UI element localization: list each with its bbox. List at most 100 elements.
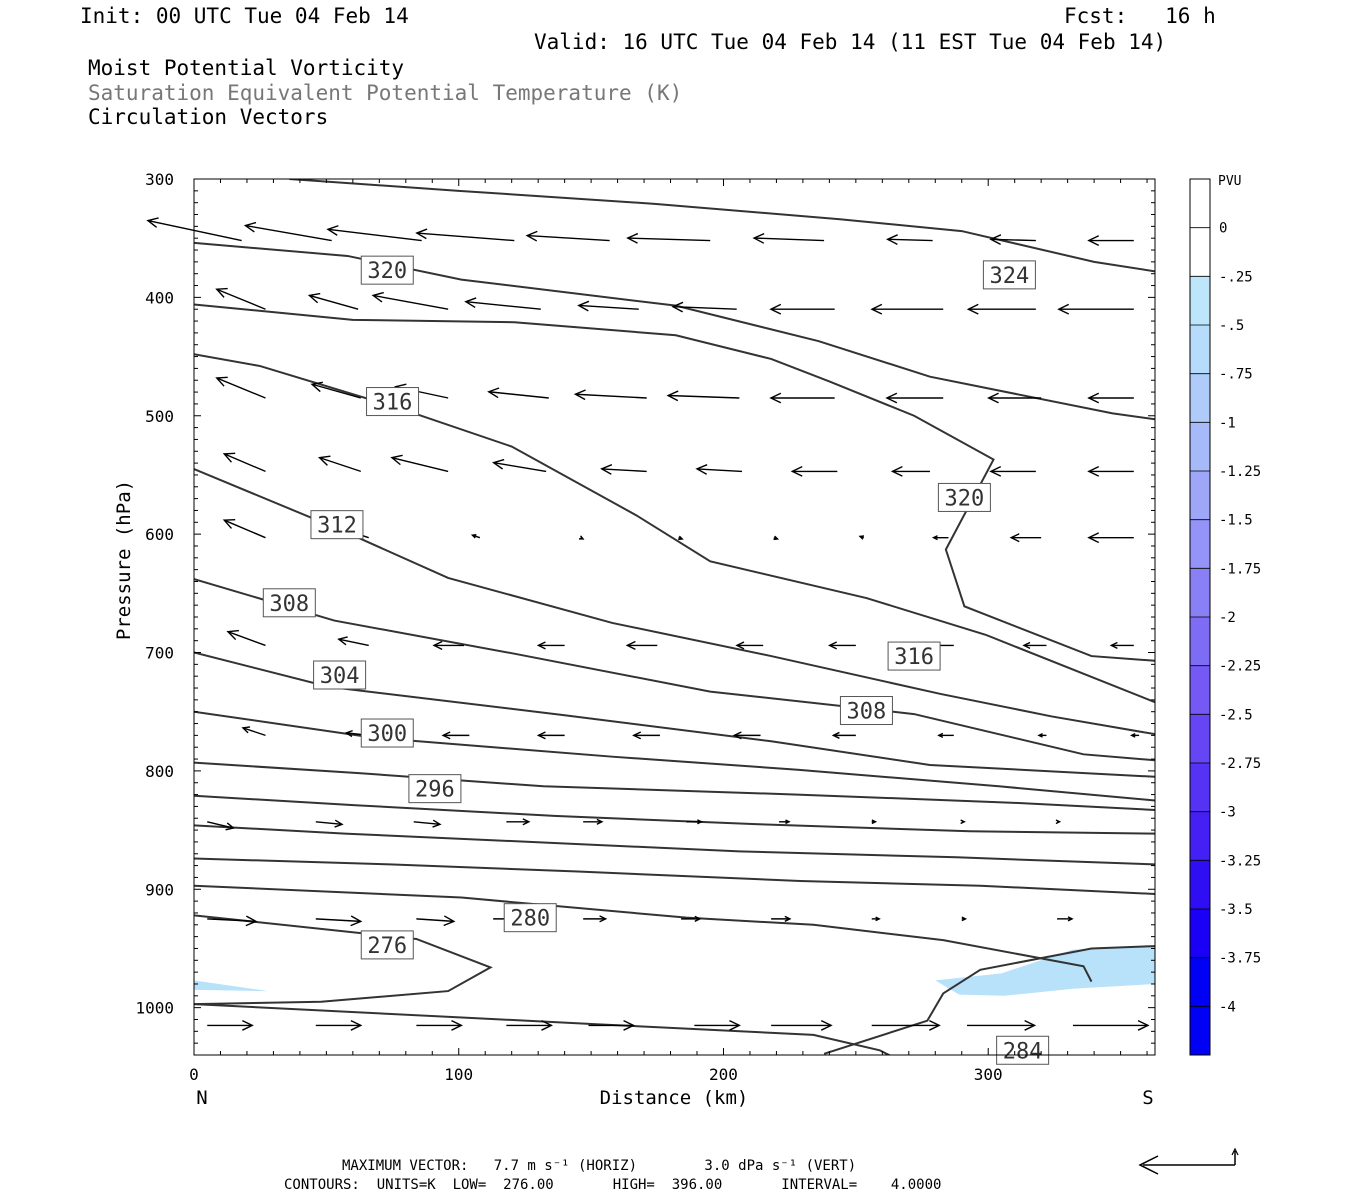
wind-vector xyxy=(885,392,944,404)
wind-vector xyxy=(695,464,743,475)
wind-vector xyxy=(732,731,761,740)
wind-vector xyxy=(579,535,585,540)
x-tick-label: 300 xyxy=(974,1065,1003,1084)
colorbar-swatch xyxy=(1190,665,1210,715)
colorbar-label: -3 xyxy=(1219,805,1236,821)
y-tick-label: 900 xyxy=(145,880,174,899)
wind-vector xyxy=(961,916,968,922)
contour-label: 320 xyxy=(367,259,407,284)
wind-vector xyxy=(207,1019,254,1031)
wind-vector xyxy=(215,376,266,399)
colorbar-swatch xyxy=(1190,227,1210,277)
field-title-pv: Moist Potential Vorticity xyxy=(88,56,405,80)
wind-vector xyxy=(966,303,1036,315)
colorbar-swatch xyxy=(1190,276,1210,325)
wind-vector xyxy=(790,465,838,477)
colorbar-label: 0 xyxy=(1219,221,1227,237)
colorbar-swatch xyxy=(1190,568,1210,617)
colorbar-label: -3.75 xyxy=(1219,951,1261,967)
wind-vector xyxy=(506,1019,554,1031)
colorbar-label: -1.5 xyxy=(1219,513,1253,529)
wind-vector xyxy=(678,535,684,541)
contour-label: 284 xyxy=(1003,1039,1043,1064)
wind-vector xyxy=(686,819,704,825)
north-label: N xyxy=(196,1087,207,1109)
colorbar-label: -4 xyxy=(1219,999,1236,1015)
wind-vector xyxy=(987,392,1042,404)
wind-vector xyxy=(989,234,1036,245)
contour-labels: 324 320 320 316 316 312 308 308 304 300 296 276 280 2… xyxy=(262,255,1050,1065)
colorbar-label: -2 xyxy=(1219,610,1236,626)
max-vector-text: MAXIMUM VECTOR: 7.7 m s⁻¹ (HORIZ) 3.0 dP… xyxy=(342,1158,857,1174)
wind-vector xyxy=(771,1019,833,1031)
colorbar-title: PVU xyxy=(1218,174,1241,189)
wind-vector xyxy=(222,452,266,473)
colorbar-label: -2.5 xyxy=(1219,707,1253,723)
wind-vector xyxy=(536,641,565,650)
y-tick-label: 700 xyxy=(145,644,174,663)
wind-vector xyxy=(937,732,954,738)
negative-pv-area xyxy=(935,946,1155,996)
colorbar-label: -3.5 xyxy=(1219,902,1253,918)
axis-ticks: 300 400 500 600 700 800 900 1000 0 100 200 300 xyxy=(135,170,1155,1084)
theta-e-contour xyxy=(194,794,1155,835)
wind-vector xyxy=(769,303,835,315)
theta-e-contour xyxy=(194,761,1155,811)
wind-vector xyxy=(536,731,565,740)
wind-vector xyxy=(307,292,359,310)
wind-vector xyxy=(769,392,835,404)
wind-vector xyxy=(626,232,711,244)
wind-vector xyxy=(1072,1019,1150,1031)
wind-vector xyxy=(831,731,856,739)
colorbar-swatch xyxy=(1190,471,1210,520)
wind-vector xyxy=(432,640,465,650)
x-tick-label: 0 xyxy=(189,1065,199,1084)
wind-vector xyxy=(326,225,422,242)
contour-label-box xyxy=(313,660,367,690)
field-title-vectors: Circulation Vectors xyxy=(88,105,329,129)
init-time: Init: 00 UTC Tue 04 Feb 14 xyxy=(80,4,409,28)
wind-vector xyxy=(1109,641,1134,649)
wind-vector xyxy=(215,287,266,310)
contour-label: 280 xyxy=(510,907,550,932)
negative-pv-area xyxy=(194,980,269,992)
colorbar-swatch xyxy=(1190,617,1210,666)
wind-vector xyxy=(492,458,547,473)
wind-vector xyxy=(1087,235,1134,246)
contour-label: 300 xyxy=(367,722,407,747)
wind-vector xyxy=(871,916,881,922)
wind-vector xyxy=(735,641,764,650)
wind-vector xyxy=(694,1019,741,1031)
wind-vector xyxy=(243,221,332,242)
wind-vector xyxy=(222,518,266,539)
contour-label-box xyxy=(310,510,364,540)
y-tick-label: 800 xyxy=(145,762,174,781)
colorbar-swatch xyxy=(1190,811,1210,861)
wind-vector xyxy=(1057,916,1074,922)
contour-label: 308 xyxy=(847,700,887,725)
wind-vector xyxy=(771,915,792,922)
contour-label: 304 xyxy=(320,664,360,689)
theta-e-contour xyxy=(194,1003,892,1055)
wind-vector xyxy=(858,535,865,540)
wind-vector xyxy=(506,818,531,826)
wind-vector xyxy=(625,640,658,650)
wind-vector xyxy=(773,535,780,541)
wind-vector xyxy=(487,387,549,399)
colorbar-label: -.5 xyxy=(1219,318,1244,334)
contour-label-box xyxy=(937,482,991,512)
wind-vector xyxy=(583,818,604,825)
colorbar-swatch xyxy=(1190,763,1210,812)
colorbar-label: -1.75 xyxy=(1219,561,1261,577)
contour-label-box xyxy=(262,588,316,618)
y-tick-label: 400 xyxy=(145,288,174,307)
x-tick-label: 100 xyxy=(444,1065,473,1084)
wind-vector xyxy=(315,1019,363,1031)
y-tick-label: 600 xyxy=(145,525,174,544)
colorbar-label: -.75 xyxy=(1219,367,1253,383)
contour-label-box xyxy=(996,1035,1050,1065)
wind-vector xyxy=(315,915,363,927)
wind-vector xyxy=(416,915,456,927)
contour-info-text: CONTOURS: UNITS=K LOW= 276.00 HIGH= 396.… xyxy=(284,1177,942,1193)
contour-label-box xyxy=(887,641,941,671)
